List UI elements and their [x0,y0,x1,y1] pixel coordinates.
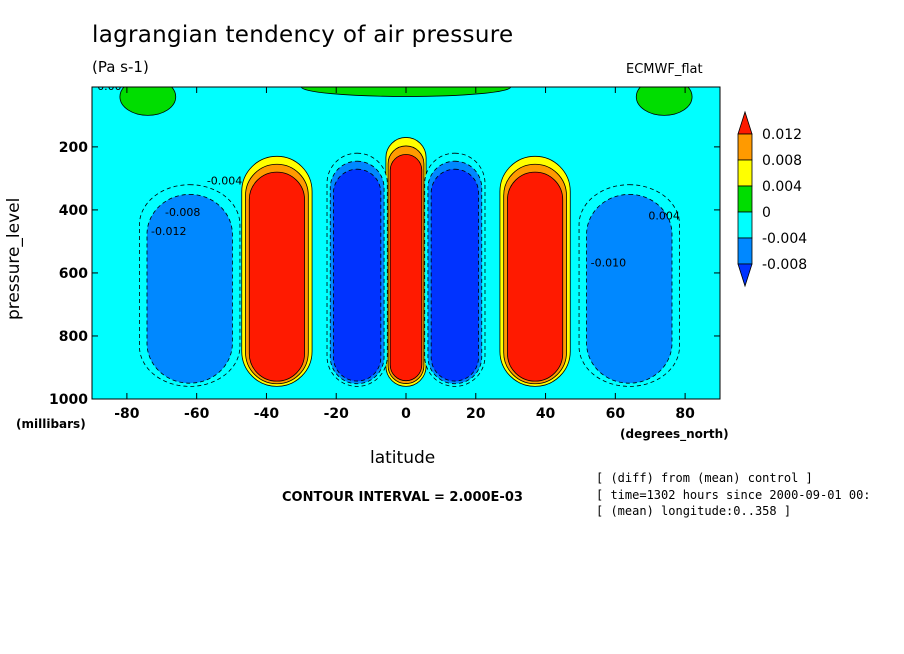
colorbar-segment [737,133,753,161]
contour-interval: CONTOUR INTERVAL = 2.000E-03 [282,490,523,505]
x-tick-label: -20 [324,406,350,422]
y-tick-label: 1000 [49,392,88,408]
diff-note: [ (diff) from (mean) control ] [596,471,813,485]
longitude-note: [ (mean) longitude:0..358 ] [596,504,792,518]
north-highlat-min-level [586,193,673,384]
y-tick-label: 400 [59,203,88,219]
x-tick-label: 0 [401,406,411,422]
y-tick-label: 200 [59,140,88,156]
colorbar-label: -0.004 [762,231,807,247]
x-tick-label: 20 [466,406,486,422]
contour-label: -0.004 [207,175,242,188]
x-tick-label: 80 [675,406,695,422]
time-note: [ time=1302 hours since 2000-09-01 00: [596,488,871,502]
dataset-label: ECMWF_flat [626,62,703,77]
field-layer: 0.00 -0.004 -0.008 -0.012 0.004 -0.010 [92,80,720,399]
y-tick-label: 600 [59,266,88,282]
x-tick-label: 60 [606,406,626,422]
colorbar-label: 0.008 [762,153,802,169]
plot-area: 0.00 -0.004 -0.008 -0.012 0.004 -0.010 [92,80,720,399]
north-midlat-max-level [507,171,564,382]
colorbar-segment [737,185,753,213]
north-subtropical-min-level [430,168,479,382]
contour-label: -0.008 [165,206,200,219]
contour-label: -0.012 [151,225,186,238]
x-tick-label: -60 [184,406,210,422]
colorbar-label: 0.012 [762,127,802,143]
south-subtropical-min-level [333,168,382,382]
chart-units: (Pa s-1) [92,58,149,76]
colorbar-segment [737,237,753,265]
y-axis-units: (millibars) [16,417,86,431]
colorbar-bottom-arrow [737,263,753,288]
x-tick-label: 40 [536,406,556,422]
contour-label: 0.004 [648,209,680,222]
equatorial-max-level [389,154,423,382]
south-highlat-min-level [146,193,233,384]
x-axis-label: latitude [370,448,436,468]
y-tick-label: 800 [59,329,88,345]
chart-title: lagrangian tendency of air pressure [92,22,514,48]
colorbar-label: -0.008 [762,257,807,273]
colorbar-segment [737,211,753,239]
axes: -80 -60 -40 -20 0 20 40 60 80 200 400 600 800 1000 [49,86,721,422]
colorbar-top-arrow [737,110,753,135]
near-zero-patch-0 [119,87,177,116]
colorbar-label: 0.004 [762,179,802,195]
x-tick-label: -80 [114,406,140,422]
colorbar-label: 0 [762,205,771,221]
contour-label: -0.010 [591,257,626,270]
x-axis-units: (degrees_north) [620,427,729,441]
colorbar: 0.012 0.008 0.004 0 -0.004 -0.008 [737,110,807,288]
contour-label: 0.00 [97,80,122,93]
colorbar-segment [737,159,753,187]
x-tick-label: -40 [254,406,280,422]
near-zero-patch-1 [635,87,693,116]
south-midlat-max-level [248,171,305,382]
